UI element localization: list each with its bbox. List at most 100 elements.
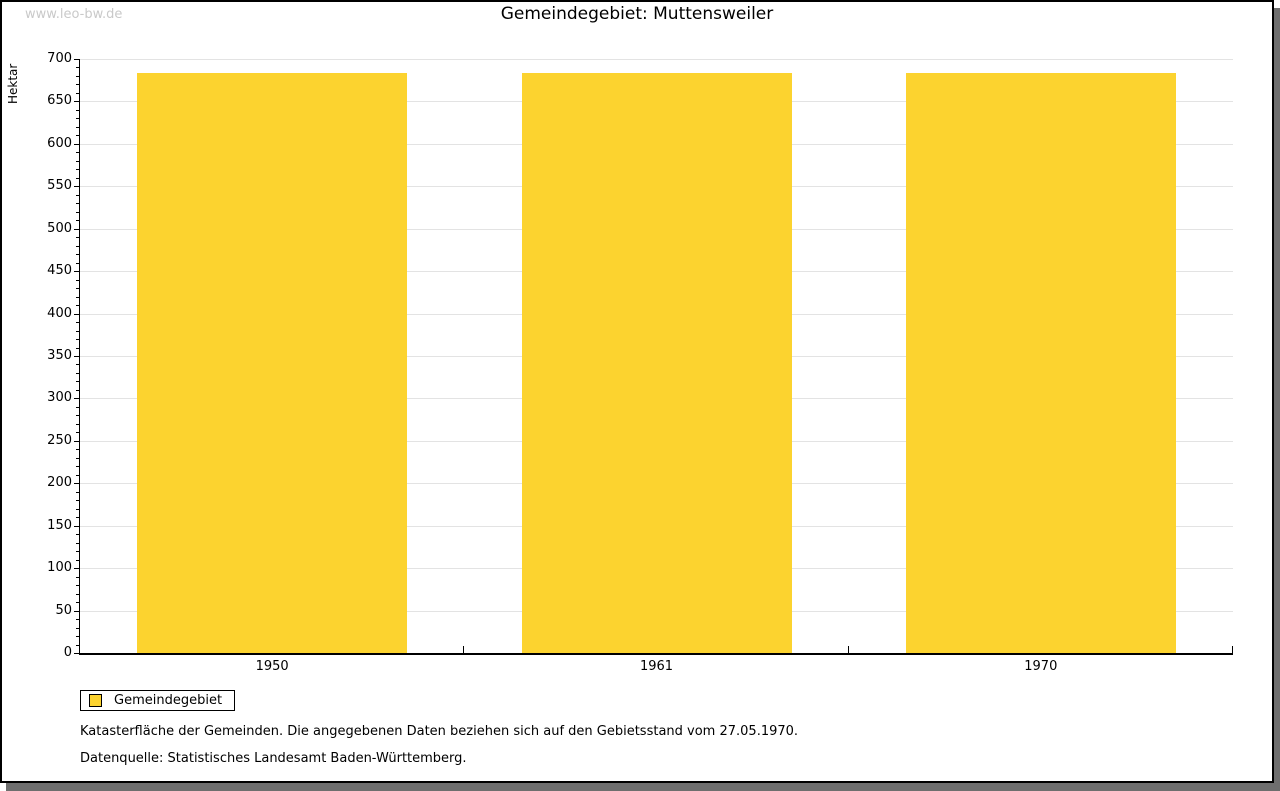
x-boundary-tick (1232, 646, 1233, 653)
y-minor-tick (76, 636, 79, 638)
y-minor-tick (76, 92, 79, 94)
x-boundary-tick (847, 646, 849, 653)
legend: Gemeindegebiet (80, 690, 236, 711)
y-minor-tick (76, 67, 79, 69)
y-tick-label: 350 (47, 348, 72, 363)
y-minor-tick (76, 109, 79, 111)
y-minor-tick (76, 593, 79, 595)
y-tick-label: 300 (47, 390, 72, 406)
y-minor-tick (76, 220, 79, 222)
y-minor-tick (76, 559, 79, 561)
y-minor-tick (76, 466, 79, 468)
y-minor-tick (76, 415, 79, 417)
bar-1961 (521, 73, 792, 653)
y-axis-title: Hektar (6, 63, 20, 104)
y-major-tick (74, 398, 79, 400)
y-minor-tick (76, 254, 79, 256)
y-minor-tick (76, 296, 79, 298)
y-minor-tick (76, 118, 79, 120)
y-minor-tick (76, 508, 79, 510)
y-minor-tick (76, 381, 79, 383)
y-minor-tick (76, 152, 79, 154)
y-minor-tick (76, 406, 79, 408)
y-minor-tick (76, 160, 79, 162)
y-minor-tick (76, 585, 79, 587)
y-major-tick (74, 186, 79, 188)
y-minor-tick (76, 203, 79, 205)
y-minor-tick (76, 347, 79, 349)
y-major-tick (74, 610, 79, 612)
y-major-tick (74, 653, 79, 654)
y-tick-label: 100 (47, 560, 72, 576)
y-tick-label: 50 (55, 602, 72, 618)
y-minor-tick (76, 500, 79, 502)
y-minor-tick (76, 627, 79, 629)
chart-title: Gemeindegebiet: Muttensweiler (500, 4, 774, 24)
y-minor-tick (76, 322, 79, 324)
footnote-data-source: Datenquelle: Statistisches Landesamt Bad… (80, 751, 467, 766)
y-major-tick (74, 59, 79, 60)
y-minor-tick (76, 517, 79, 519)
y-minor-tick (76, 262, 79, 264)
y-tick-label: 500 (47, 220, 72, 236)
y-minor-tick (76, 432, 79, 434)
y-tick-label: 550 (47, 178, 72, 194)
y-minor-tick (76, 169, 79, 171)
y-minor-tick (76, 644, 79, 646)
footnote-source-note: Katasterfläche der Gemeinden. Die angege… (80, 724, 799, 739)
y-minor-tick (76, 288, 79, 290)
y-minor-tick (76, 245, 79, 247)
x-tick-label: 1970 (1024, 659, 1058, 674)
y-minor-tick (76, 364, 79, 366)
y-tick-label: 400 (47, 305, 72, 321)
legend-label: Gemeindegebiet (114, 693, 223, 708)
y-minor-tick (76, 474, 79, 476)
y-minor-tick (76, 75, 79, 77)
bar-1970 (905, 73, 1176, 653)
y-minor-tick (76, 177, 79, 179)
watermark: www.leo-bw.de (25, 7, 123, 22)
y-minor-tick (76, 619, 79, 621)
y-gridline (80, 59, 1233, 60)
x-boundary-tick (463, 646, 465, 653)
y-minor-tick (76, 389, 79, 391)
y-minor-tick (76, 339, 79, 341)
y-minor-tick (76, 211, 79, 213)
y-minor-tick (76, 551, 79, 553)
y-minor-tick (76, 423, 79, 425)
y-tick-label: 250 (47, 432, 72, 448)
y-major-tick (74, 101, 79, 103)
y-minor-tick (76, 279, 79, 281)
y-minor-tick (76, 305, 79, 307)
y-major-tick (74, 143, 79, 145)
y-minor-tick (76, 194, 79, 196)
y-minor-tick (76, 457, 79, 459)
y-tick-label: 150 (47, 517, 72, 533)
y-minor-tick (76, 491, 79, 493)
y-major-tick (74, 440, 79, 442)
y-major-tick (74, 483, 79, 485)
y-minor-tick (76, 126, 79, 128)
y-minor-tick (76, 576, 79, 578)
y-minor-tick (76, 449, 79, 451)
y-major-tick (74, 271, 79, 273)
x-tick-label: 1961 (639, 659, 674, 674)
y-major-tick (74, 313, 79, 315)
y-minor-tick (76, 330, 79, 332)
y-minor-tick (76, 542, 79, 544)
plot-area: 0 50 100 150 200 250 300 350 400 450 500 550 600 650 7… (47, 52, 1233, 674)
y-tick-label: 450 (47, 263, 72, 279)
y-tick-label: 600 (47, 135, 72, 151)
y-tick-label: 200 (47, 475, 72, 491)
y-major-tick (74, 228, 79, 230)
x-tick-label: 1950 (255, 659, 289, 674)
y-minor-tick (76, 372, 79, 374)
y-minor-tick (76, 602, 79, 604)
legend-swatch-icon (89, 694, 102, 707)
y-tick-label: 0 (63, 645, 72, 660)
y-major-tick (74, 525, 79, 527)
y-minor-tick (76, 84, 79, 86)
y-tick-label: 700 (47, 51, 72, 66)
y-minor-tick (76, 534, 79, 536)
